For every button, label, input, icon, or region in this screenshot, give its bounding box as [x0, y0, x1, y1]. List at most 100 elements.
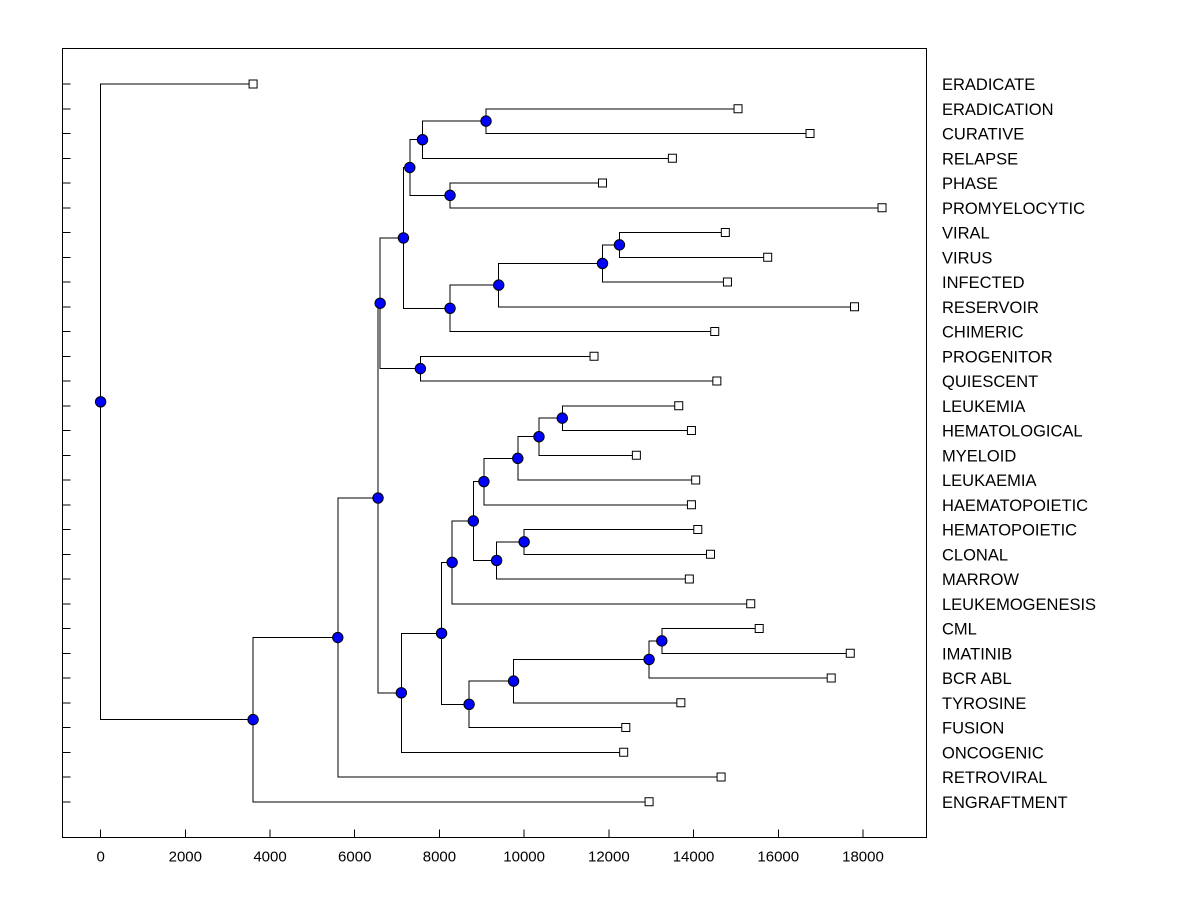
leaf-label-engraftment: ENGRAFTMENT [942, 794, 1068, 812]
leaf-label-fusion: FUSION [942, 720, 1004, 738]
leaf-label-hematopoietic: HEMATOPOIETIC [942, 522, 1077, 540]
leaf-label-leukemia: LEUKEMIA [942, 398, 1025, 416]
plot-frame [62, 48, 927, 838]
node-marker-n24 [435, 627, 448, 640]
node-marker-n3 [444, 189, 456, 202]
node-marker-n6 [596, 257, 609, 270]
node-marker-n5 [613, 239, 626, 251]
x-tick-label: 14000 [673, 849, 715, 866]
node-marker-n22 [507, 675, 520, 687]
x-tick-label: 8000 [423, 849, 456, 866]
leaf-label-retroviral: RETROVIRAL [942, 769, 1047, 787]
leaf-label-clonal: CLONAL [942, 546, 1008, 564]
node-marker-n1 [480, 115, 492, 127]
node-marker-n20 [656, 635, 668, 647]
node-marker-n9 [397, 232, 410, 244]
x-tick-label: 16000 [757, 849, 799, 866]
leaf-marker-hematological [686, 426, 696, 435]
node-marker-n7 [493, 279, 505, 291]
leaf-label-progenitor: PROGENITOR [942, 348, 1053, 366]
leaf-marker-chimeric [710, 327, 720, 336]
node-marker-n10 [414, 362, 427, 375]
leaf-marker-curative [805, 129, 815, 138]
leaf-label-viral: VIRAL [942, 225, 990, 243]
leaf-marker-myeloid [631, 450, 641, 460]
x-tick-label: 6000 [338, 849, 371, 866]
leaf-label-eradicate: ERADICATE [942, 76, 1035, 94]
node-marker-n21 [643, 653, 655, 666]
leaf-marker-virus [763, 252, 773, 262]
leaf-label-imatinib: IMATINIB [942, 645, 1012, 663]
leaf-marker-relapse [667, 153, 677, 163]
node-marker-n27 [332, 631, 344, 644]
leaf-label-hematological: HEMATOLOGICAL [942, 423, 1083, 441]
node-marker-n14 [512, 452, 524, 465]
leaf-marker-marrow [684, 574, 694, 584]
x-tick-label: 10000 [503, 849, 545, 866]
leaf-marker-haematopoietic [686, 500, 696, 510]
leaf-label-phase: PHASE [942, 175, 998, 193]
leaf-marker-leukemia [674, 401, 684, 411]
leaf-label-leukaemia: LEUKAEMIA [942, 472, 1036, 490]
leaf-marker-reservoir [850, 302, 859, 312]
leaf-marker-cml [754, 624, 764, 633]
node-marker-n25 [395, 687, 408, 699]
node-marker-n23 [463, 698, 475, 710]
leaf-label-quiescent: QUIESCENT [942, 373, 1038, 391]
node-marker-n4 [404, 161, 416, 174]
node-marker-n8 [444, 302, 456, 314]
leaf-marker-hematopoietic [693, 525, 703, 534]
leaf-marker-tyrosine [676, 698, 686, 708]
leaf-marker-viral [720, 228, 730, 237]
node-marker-n16 [518, 536, 530, 548]
node-marker-n11 [374, 297, 386, 309]
leaf-label-oncogenic: ONCOGENIC [942, 744, 1044, 762]
leaf-marker-infected [722, 277, 732, 287]
leaf-marker-phase [598, 178, 607, 188]
leaf-marker-leukemogenesis [746, 599, 756, 609]
leaf-labels: ERADICATE ERADICATION CURATIVE RELAPSE PHASE… [942, 76, 1096, 812]
leaf-marker-bcr_abl [826, 673, 836, 683]
x-tick-label: 2000 [169, 849, 202, 866]
leaf-label-virus: VIRUS [942, 249, 992, 267]
x-tick-label: 4000 [253, 849, 286, 866]
leaf-label-relapse: RELAPSE [942, 150, 1018, 168]
leaf-label-reservoir: RESERVOIR [942, 299, 1039, 317]
leaf-marker-clonal [706, 549, 715, 559]
node-marker-n12 [556, 412, 568, 424]
leaf-label-leukemogenesis: LEUKEMOGENESIS [942, 596, 1096, 614]
leaf-label-haematopoietic: HAEMATOPOIETIC [942, 497, 1088, 515]
leaf-label-tyrosine: TYROSINE [942, 695, 1026, 713]
leaf-label-eradication: ERADICATION [942, 101, 1054, 119]
node-marker-n28 [247, 713, 259, 726]
leaf-marker-engraftment [644, 797, 654, 807]
node-marker-n18 [467, 515, 480, 527]
leaf-label-myeloid: MYELOID [942, 447, 1016, 465]
node-markers [94, 79, 887, 807]
node-marker-n15 [478, 475, 490, 488]
x-tick-label: 12000 [588, 849, 630, 866]
leaf-label-marrow: MARROW [942, 571, 1019, 589]
leaf-label-chimeric: CHIMERIC [942, 324, 1024, 342]
axis-ticks: 0 2000 4000 6000 8000 10000 12000 14000 16000 180… [62, 83, 884, 866]
leaf-label-cml: CML [942, 621, 977, 639]
leaf-label-infected: INFECTED [942, 274, 1025, 292]
leaf-marker-oncogenic [619, 747, 629, 757]
node-marker-n13 [533, 430, 545, 443]
leaf-label-promyelocytic: PROMYELOCYTIC [942, 200, 1085, 218]
node-marker-n26 [372, 492, 384, 504]
node-marker-root [94, 396, 107, 408]
leaf-marker-retroviral [716, 772, 726, 782]
leaf-marker-progenitor [589, 351, 599, 361]
leaf-label-curative: CURATIVE [942, 126, 1024, 144]
leaf-label-bcr_abl: BCR ABL [942, 670, 1012, 688]
leaf-marker-fusion [621, 723, 631, 732]
leaf-marker-leukaemia [691, 475, 701, 485]
leaf-marker-eradicate [248, 79, 258, 89]
leaf-marker-eradication [733, 104, 743, 114]
node-marker-n2 [416, 133, 429, 146]
x-tick-label: 18000 [842, 849, 884, 866]
node-marker-n19 [446, 556, 458, 569]
leaf-marker-promyelocytic [877, 203, 887, 213]
